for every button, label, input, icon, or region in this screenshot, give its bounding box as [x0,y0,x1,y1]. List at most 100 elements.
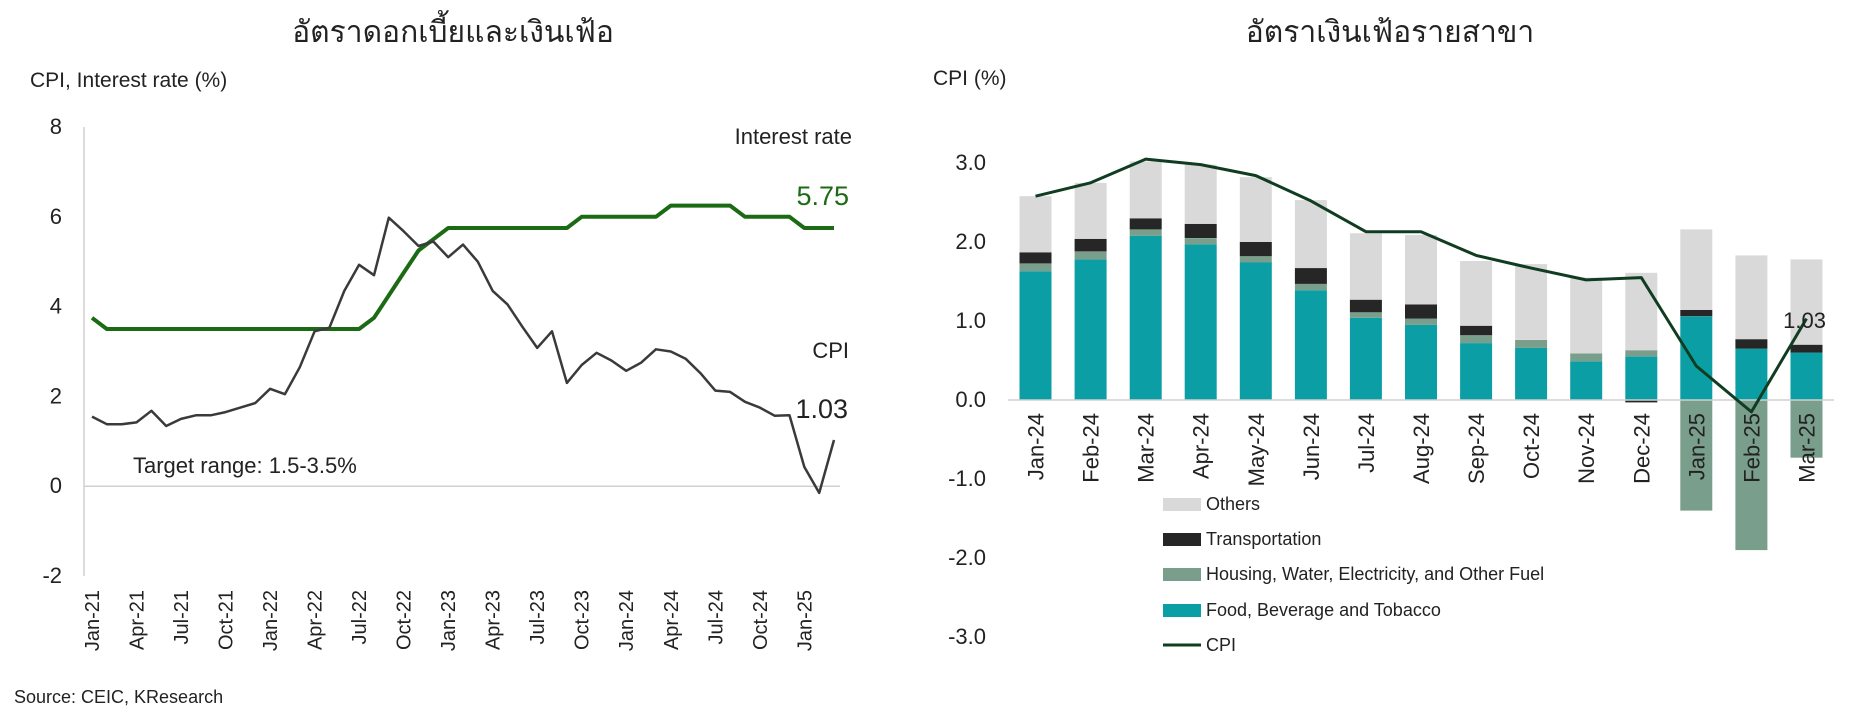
left-y-tick-label: 2 [50,383,62,408]
right-x-tick-label: Dec-24 [1629,413,1654,484]
bar-segment [1735,339,1768,349]
bar-segment [1735,255,1768,340]
right-y-tick-label: -3.0 [948,624,986,649]
left-x-tick-label: Oct-24 [750,590,772,650]
left-y-tick-label: 4 [50,294,62,319]
source-note: Source: CEIC, KResearch [14,687,223,707]
right-x-tick-label: Apr-24 [1189,413,1214,479]
right-x-tick-label: Feb-25 [1739,413,1764,483]
right-y-ticks: 3.0 2.0 1.0 0.0 -1.0 -2.0 -3.0 [948,150,986,649]
bar-segment [1405,324,1437,400]
bar-segment [1680,309,1713,317]
left-x-tick-label: Jul-22 [349,590,371,644]
left-x-ticks: Jan-21 Apr-21 Jul-21 Oct-21 Jan-22 Apr-22 Jul-… [82,590,816,651]
right-x-tick-label: Feb-24 [1079,413,1104,483]
bar-segment [1019,252,1052,264]
bar-segment [1625,356,1658,400]
bar-segment [1349,299,1382,313]
inflation-by-sector-chart: อัตราเงินเฟ้อรายสาขา CPI (%) 3.0 2.0 1.0 0.… [933,15,1834,655]
right-y-tick-label: -2.0 [948,545,986,570]
right-x-tick-label: May-24 [1244,413,1269,486]
left-x-tick-label: Jan-21 [82,590,104,651]
right-legend: Others Transportation Housing, Water, Elec… [1163,494,1544,655]
right-x-tick-label: Oct-24 [1519,413,1544,479]
bar-segment [1680,400,1713,511]
cpi-end-label-left: 1.03 [795,394,848,424]
right-x-tick-label: Jan-24 [1024,413,1049,480]
bar-segment [1570,361,1603,400]
right-x-ticks: Jan-24 Feb-24 Mar-24 Apr-24 May-24 Jun-24 Jul-… [1024,413,1820,486]
bar-segment [1074,238,1107,252]
cpi-line-left [91,216,836,495]
bar-segment [1460,335,1493,344]
bar-segment [1129,229,1162,236]
interest-rate-line [90,203,834,331]
left-x-tick-label: Jul-24 [705,590,727,644]
right-y-tick-label: 2.0 [955,229,986,254]
right-chart-title: อัตราเงินเฟ้อรายสาขา [1246,15,1534,50]
bar-segment [1074,251,1107,260]
right-y-tick-label: -1.0 [948,466,986,491]
bar-segment [1460,261,1493,326]
right-y-tick-label: 1.0 [955,308,986,333]
legend-label: Others [1206,494,1260,514]
bar-segment [1129,235,1162,400]
bar-segment [1790,259,1823,345]
right-x-tick-label: Aug-24 [1409,413,1434,484]
cpi-end-label-right: 1.03 [1783,308,1826,333]
bar-segment [1349,317,1382,400]
bar-segment [1570,277,1603,354]
left-x-tick-label: Jan-24 [616,590,638,651]
bar-segment [1129,218,1162,230]
bar-segment [1294,290,1327,400]
bar-segment [1349,233,1382,300]
interest-inflation-chart: อัตราดอกเบี้ยและเงินเฟ้อ CPI, Interest r… [30,10,852,651]
bar-segment [1184,238,1217,245]
bar-segment [1625,400,1658,403]
interest-rate-end-label: 5.75 [796,181,849,211]
bar-segment [1790,352,1823,400]
bar-segment [1680,316,1713,400]
left-y-tick-label: -2 [42,563,62,588]
bar-segment [1129,161,1162,219]
legend-label: CPI [1206,635,1236,655]
cpi-legend-label-left: CPI [812,338,849,363]
left-x-tick-label: Apr-23 [483,590,505,650]
left-x-tick-label: Oct-23 [572,590,594,650]
bar-segment [1405,318,1437,325]
left-x-tick-label: Oct-22 [394,590,416,650]
interest-rate-legend-label: Interest rate [735,124,852,149]
left-chart-title: อัตราดอกเบี้ยและเงินเฟ้อ [292,10,614,50]
bar-segment [1239,177,1272,242]
bar-segment [1735,400,1768,551]
legend-swatch [1163,498,1201,511]
bar-segment [1294,200,1327,268]
legend-swatch [1163,533,1201,546]
left-y-tick-label: 0 [50,473,62,498]
left-y-axis-label: CPI, Interest rate (%) [30,69,227,92]
bar-segment [1460,343,1493,400]
bar-segment [1349,312,1382,318]
bar-segment [1515,264,1548,340]
left-x-tick-label: Jan-25 [794,590,816,651]
bar-segment [1184,244,1217,400]
bar-segment [1019,263,1052,272]
right-x-tick-label: Jul-24 [1354,413,1379,473]
bar-segment [1019,271,1052,400]
bar-segment [1184,164,1217,224]
bar-segment [1294,268,1327,284]
bar-segment [1790,400,1823,458]
bar-segment [1515,347,1548,400]
bar-segment [1294,283,1327,291]
right-y-axis-label: CPI (%) [933,67,1007,90]
right-x-tick-label: Mar-24 [1134,413,1159,483]
left-x-tick-label: Apr-24 [661,590,683,650]
bar-segment [1790,344,1823,353]
right-y-tick-label: 3.0 [955,150,986,175]
right-y-tick-label: 0.0 [955,387,986,412]
left-x-tick-label: Apr-22 [305,590,327,650]
legend-label: Transportation [1206,529,1321,549]
bar-segment [1625,272,1658,351]
bar-segment [1239,262,1272,400]
